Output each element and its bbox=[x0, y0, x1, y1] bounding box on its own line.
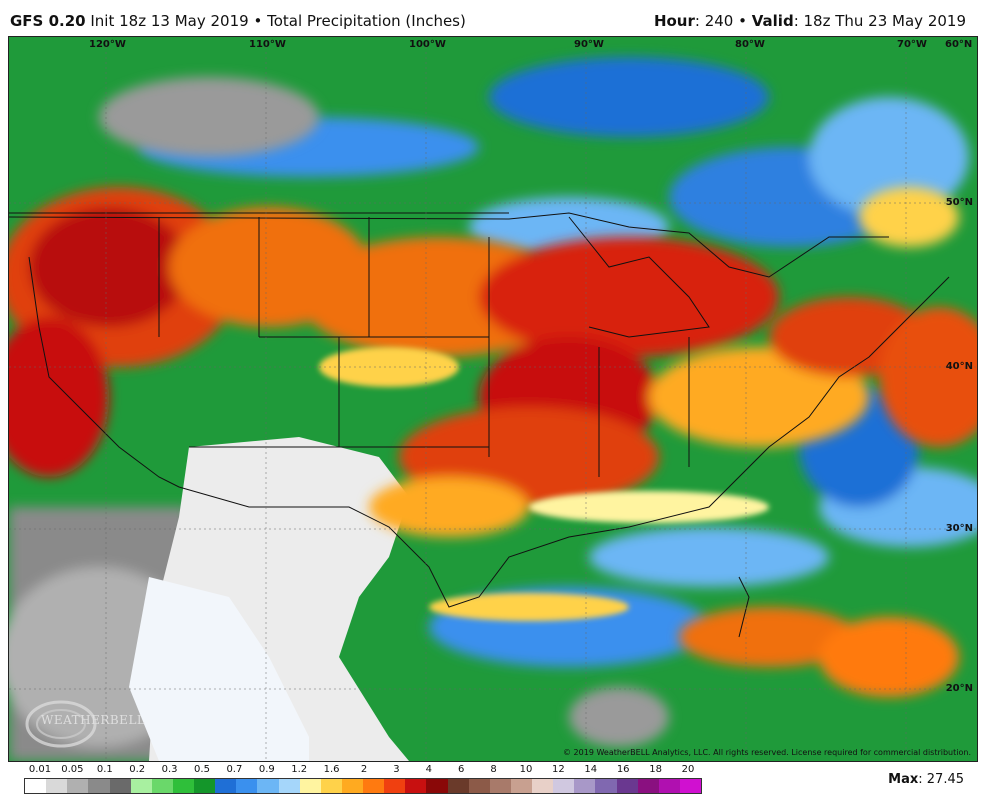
legend-bar bbox=[24, 778, 702, 794]
legend-swatch bbox=[489, 779, 511, 793]
legend-swatch bbox=[236, 779, 258, 793]
copyright-notice: © 2019 WeatherBELL Analytics, LLC. All r… bbox=[563, 748, 971, 757]
legend-label: 14 bbox=[584, 764, 598, 775]
legend-swatch bbox=[109, 779, 131, 793]
legend-labels: 0.01 0.05 0.1 0.2 0.3 0.5 0.7 0.9 1.2 1.6 2 3 4 6 8 10 1… bbox=[24, 764, 700, 776]
legend-swatch bbox=[363, 779, 385, 793]
hour-value: : 240 bbox=[694, 12, 734, 30]
legend-swatch bbox=[447, 779, 469, 793]
legend-swatch bbox=[67, 779, 89, 793]
graticule bbox=[9, 37, 977, 761]
legend-label: 6 bbox=[458, 764, 465, 775]
legend-label: 10 bbox=[519, 764, 533, 775]
product-name: Total Precipitation (Inches) bbox=[267, 12, 466, 30]
legend-swatch bbox=[46, 779, 68, 793]
legend-swatch bbox=[679, 779, 701, 793]
legend-label: 1.6 bbox=[323, 764, 340, 775]
legend-label: 18 bbox=[649, 764, 662, 775]
max-label: Max bbox=[888, 772, 919, 787]
legend-label: 2 bbox=[360, 764, 368, 775]
lon-label-120w: 120°W bbox=[89, 39, 126, 50]
lat-label-50n: 50°N bbox=[945, 197, 973, 208]
legend-label: 0.7 bbox=[226, 764, 243, 775]
color-legend: 0.01 0.05 0.1 0.2 0.3 0.5 0.7 0.9 1.2 1.6 2 3 4 6 8 10 1… bbox=[24, 764, 702, 794]
legend-swatch bbox=[172, 779, 194, 793]
boundaries bbox=[9, 212, 950, 638]
legend-swatch bbox=[405, 779, 427, 793]
precip-field bbox=[9, 37, 977, 761]
legend-swatch bbox=[637, 779, 659, 793]
lat-label-40n: 40°N bbox=[945, 361, 973, 372]
legend-swatch bbox=[426, 779, 448, 793]
legend-swatch bbox=[257, 779, 279, 793]
bullet: • bbox=[253, 12, 263, 30]
legend-swatch bbox=[616, 779, 638, 793]
legend-label: 4 bbox=[425, 764, 432, 775]
heavy-precip bbox=[9, 187, 977, 697]
gulf-of-california-dry bbox=[129, 577, 309, 761]
precip-map: 120°W 110°W 100°W 90°W 80°W 70°W 60°N 50… bbox=[8, 36, 978, 762]
legend-swatch bbox=[320, 779, 342, 793]
legend-swatch bbox=[299, 779, 321, 793]
legend-label: 0.1 bbox=[96, 764, 113, 775]
lat-label-20n: 20°N bbox=[945, 683, 973, 694]
weatherbell-logo: WEATHERBELL bbox=[21, 697, 145, 751]
valid-value: : 18z Thu 23 May 2019 bbox=[793, 12, 966, 30]
init-time: Init 18z 13 May 2019 bbox=[90, 12, 249, 30]
max-number: : 27.45 bbox=[918, 772, 964, 787]
legend-label: 0.01 bbox=[28, 764, 52, 775]
logo-swirl-icon bbox=[25, 700, 97, 748]
lat-label-30n: 30°N bbox=[945, 523, 973, 534]
header: GFS 0.20 Init 18z 13 May 2019 • Total Pr… bbox=[0, 0, 984, 36]
legend-label: 3 bbox=[393, 764, 400, 775]
model-name: GFS 0.20 bbox=[10, 12, 86, 30]
legend-swatch bbox=[194, 779, 216, 793]
lon-label-80w: 80°W bbox=[735, 39, 765, 50]
legend-swatch bbox=[341, 779, 363, 793]
legend-swatch bbox=[130, 779, 152, 793]
legend-label: 0.2 bbox=[129, 764, 146, 775]
legend-swatch bbox=[25, 779, 47, 793]
legend-swatch bbox=[278, 779, 300, 793]
lon-label-110w: 110°W bbox=[249, 39, 286, 50]
legend-label: 0.5 bbox=[194, 764, 210, 775]
legend-swatch bbox=[553, 779, 575, 793]
lat-label-60n: 60°N bbox=[945, 39, 973, 50]
legend-label: 8 bbox=[490, 764, 497, 775]
legend-label: 0.05 bbox=[61, 764, 84, 775]
legend-label: 20 bbox=[681, 764, 695, 775]
hour-label: Hour bbox=[653, 12, 695, 30]
legend-swatch bbox=[510, 779, 532, 793]
legend-swatch bbox=[215, 779, 237, 793]
lon-label-90w: 90°W bbox=[574, 39, 604, 50]
bullet-2: • bbox=[738, 12, 747, 30]
legend-swatch bbox=[384, 779, 406, 793]
title-left: GFS 0.20 Init 18z 13 May 2019 • Total Pr… bbox=[10, 12, 466, 30]
legend-swatch bbox=[595, 779, 617, 793]
lon-label-100w: 100°W bbox=[409, 39, 446, 50]
title-right: Hour: 240 • Valid: 18z Thu 23 May 2019 bbox=[654, 12, 966, 30]
logo-text: WEATHERBELL bbox=[41, 713, 146, 727]
legend-label: 1.2 bbox=[291, 764, 308, 775]
legend-swatch bbox=[574, 779, 596, 793]
max-value: Max: 27.45 bbox=[888, 772, 964, 787]
legend-swatch bbox=[532, 779, 554, 793]
legend-label: 12 bbox=[552, 764, 565, 775]
legend-label: 0.3 bbox=[161, 764, 178, 775]
lon-label-70w: 70°W bbox=[897, 39, 927, 50]
legend-swatch bbox=[468, 779, 490, 793]
legend-label: 16 bbox=[616, 764, 630, 775]
legend-label: 0.9 bbox=[258, 764, 275, 775]
legend-swatch bbox=[151, 779, 173, 793]
valid-label: Valid bbox=[751, 12, 794, 30]
legend-swatch bbox=[88, 779, 110, 793]
legend-swatch bbox=[658, 779, 680, 793]
